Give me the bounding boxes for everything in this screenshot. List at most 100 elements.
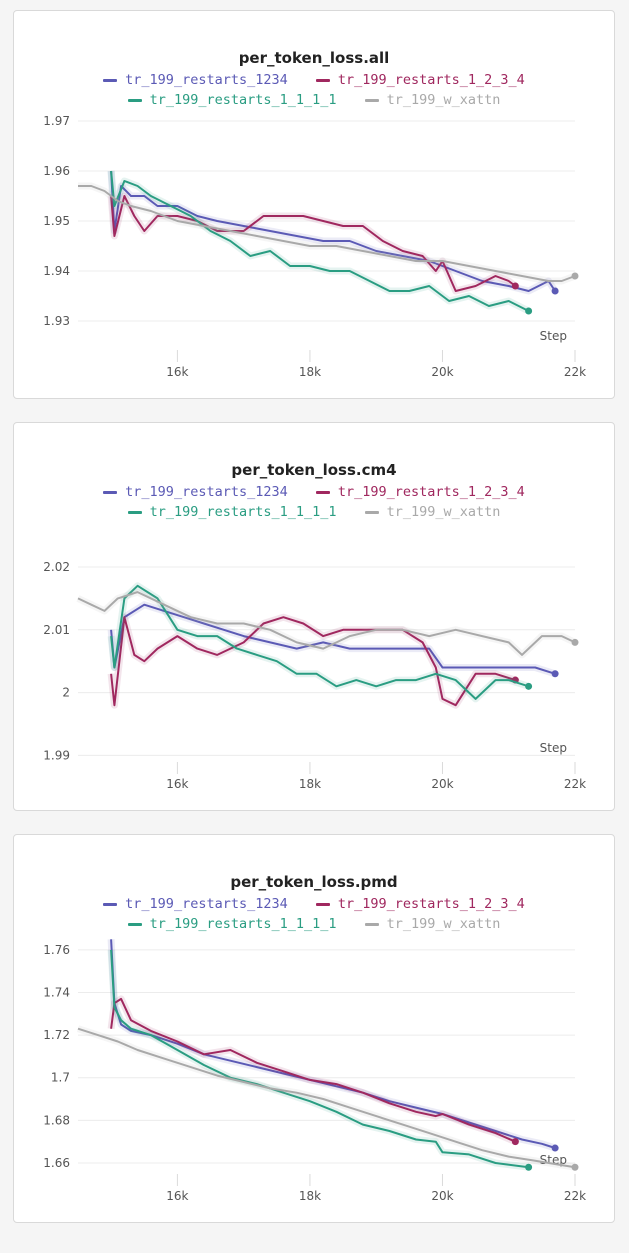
series-line bbox=[110, 997, 516, 1143]
series-end-point bbox=[525, 307, 533, 315]
y-tick-label: 1.72 bbox=[43, 1028, 70, 1042]
legend-label: tr_199_restarts_1_2_3_4 bbox=[337, 896, 525, 912]
legend-label: tr_199_w_xattn bbox=[386, 916, 501, 932]
legend-item-restarts-1234[interactable]: tr_199_restarts_1234 bbox=[103, 484, 288, 500]
x-tick-label: 22k bbox=[564, 1189, 586, 1203]
legend-swatch bbox=[103, 78, 118, 82]
chart-title: per_token_loss.all bbox=[238, 49, 390, 67]
series-end-point bbox=[571, 272, 579, 280]
y-tick-label: 1.95 bbox=[43, 214, 70, 228]
legend-swatch bbox=[127, 922, 142, 926]
x-tick-label: 18k bbox=[299, 1189, 321, 1203]
legend-item-w-xattn[interactable]: tr_199_w_xattn bbox=[364, 92, 501, 108]
series-line bbox=[110, 170, 530, 312]
series-end-point bbox=[525, 1163, 533, 1171]
x-axis-label: Step bbox=[540, 329, 567, 343]
legend-swatch bbox=[103, 902, 118, 906]
x-tick-label: 16k bbox=[166, 1189, 188, 1203]
series-line bbox=[77, 1027, 576, 1169]
legend-label: tr_199_restarts_1_2_3_4 bbox=[337, 484, 525, 500]
legend-label: tr_199_w_xattn bbox=[386, 92, 501, 108]
legend-label: tr_199_restarts_1_1_1_1 bbox=[149, 504, 337, 520]
y-tick-label: 1.66 bbox=[43, 1156, 70, 1170]
legend-item-w-xattn[interactable]: tr_199_w_xattn bbox=[364, 916, 501, 932]
chart-svg-all: 1.93 1.94 1.95 1.96 1.97 16k 18k 20k 22k Step bbox=[43, 114, 586, 379]
legend-row-1: tr_199_restarts_1234 tr_199_restarts_1_2… bbox=[14, 484, 614, 500]
legend-item-restarts-1-2-3-4[interactable]: tr_199_restarts_1_2_3_4 bbox=[315, 896, 525, 912]
x-tick-label: 22k bbox=[564, 777, 586, 791]
series-end-point bbox=[571, 638, 579, 646]
legend-item-restarts-1-1-1-1[interactable]: tr_199_restarts_1_1_1_1 bbox=[127, 504, 337, 520]
y-tick-label: 1.96 bbox=[43, 164, 70, 178]
y-tick-label: 1.68 bbox=[43, 1113, 70, 1127]
legend-label: tr_199_restarts_1234 bbox=[125, 896, 288, 912]
x-tick-label: 16k bbox=[166, 365, 188, 379]
series-raw-band bbox=[76, 1025, 576, 1171]
y-tick-label: 1.94 bbox=[43, 264, 70, 278]
legend-row-2: tr_199_restarts_1_1_1_1 tr_199_w_xattn bbox=[14, 92, 614, 108]
legend-swatch bbox=[364, 98, 379, 102]
series-end-point bbox=[551, 1144, 559, 1152]
legend-label: tr_199_restarts_1_1_1_1 bbox=[149, 916, 337, 932]
legend-item-restarts-1-1-1-1[interactable]: tr_199_restarts_1_1_1_1 bbox=[127, 92, 337, 108]
legend-swatch bbox=[364, 922, 379, 926]
x-axis-label: Step bbox=[540, 741, 567, 755]
series-line bbox=[110, 616, 516, 707]
legend-swatch bbox=[364, 510, 379, 514]
chart-panel-cm4: 1.99 2 2.01 2.02 16k 18k 20k 22k Step per_token_… bbox=[13, 422, 615, 811]
x-tick-label: 18k bbox=[299, 777, 321, 791]
series-end-point bbox=[551, 287, 559, 295]
y-tick-label: 1.76 bbox=[43, 943, 70, 957]
legend-label: tr_199_restarts_1_1_1_1 bbox=[149, 92, 337, 108]
legend-label: tr_199_restarts_1234 bbox=[125, 72, 288, 88]
series-line bbox=[110, 584, 529, 700]
series-line bbox=[78, 185, 576, 282]
legend-item-restarts-1234[interactable]: tr_199_restarts_1234 bbox=[103, 72, 288, 88]
legend-row-1: tr_199_restarts_1234 tr_199_restarts_1_2… bbox=[14, 896, 614, 912]
y-tick-label: 1.7 bbox=[51, 1071, 70, 1085]
series-end-point bbox=[571, 1163, 579, 1171]
series-line bbox=[110, 949, 529, 1169]
y-tick-label: 2.01 bbox=[43, 623, 70, 637]
legend-item-restarts-1-2-3-4[interactable]: tr_199_restarts_1_2_3_4 bbox=[315, 484, 525, 500]
legend-item-restarts-1234[interactable]: tr_199_restarts_1234 bbox=[103, 896, 288, 912]
legend-swatch bbox=[103, 490, 118, 494]
chart-panel-pmd: 1.66 1.68 1.7 1.72 1.74 1.76 16k 18k 20k 22k Step … bbox=[13, 834, 615, 1223]
y-tick-label: 2 bbox=[62, 686, 70, 700]
legend-swatch bbox=[127, 510, 142, 514]
series-line bbox=[110, 195, 516, 292]
x-tick-label: 20k bbox=[431, 365, 453, 379]
y-tick-label: 1.97 bbox=[43, 114, 70, 128]
legend-item-restarts-1-2-3-4[interactable]: tr_199_restarts_1_2_3_4 bbox=[315, 72, 525, 88]
series-raw-band bbox=[76, 588, 577, 659]
chart-title: per_token_loss.pmd bbox=[230, 873, 398, 891]
y-tick-label: 1.99 bbox=[43, 748, 70, 762]
series-line bbox=[110, 170, 556, 292]
legend-row-2: tr_199_restarts_1_1_1_1 tr_199_w_xattn bbox=[14, 504, 614, 520]
x-tick-label: 16k bbox=[166, 777, 188, 791]
chart-panel-all: 1.93 1.94 1.95 1.96 1.97 16k 18k 20k 22k Step per… bbox=[13, 10, 615, 399]
legend-swatch bbox=[315, 490, 330, 494]
series-end-point bbox=[551, 670, 559, 678]
y-tick-label: 1.93 bbox=[43, 314, 70, 328]
legend-row-1: tr_199_restarts_1234 tr_199_restarts_1_2… bbox=[14, 72, 614, 88]
y-tick-label: 2.02 bbox=[43, 560, 70, 574]
chart-title: per_token_loss.cm4 bbox=[231, 461, 397, 479]
legend-item-restarts-1-1-1-1[interactable]: tr_199_restarts_1_1_1_1 bbox=[127, 916, 337, 932]
legend-item-w-xattn[interactable]: tr_199_w_xattn bbox=[364, 504, 501, 520]
legend-label: tr_199_restarts_1234 bbox=[125, 484, 288, 500]
legend-label: tr_199_w_xattn bbox=[386, 504, 501, 520]
legend-row-2: tr_199_restarts_1_1_1_1 tr_199_w_xattn bbox=[14, 916, 614, 932]
y-tick-label: 1.74 bbox=[43, 986, 70, 1000]
legend-swatch bbox=[127, 98, 142, 102]
x-tick-label: 22k bbox=[564, 365, 586, 379]
series-end-point bbox=[511, 282, 519, 290]
legend-swatch bbox=[315, 78, 330, 82]
series-end-point bbox=[525, 682, 533, 690]
legend-swatch bbox=[315, 902, 330, 906]
series-end-point bbox=[511, 1138, 519, 1146]
x-tick-label: 18k bbox=[299, 365, 321, 379]
series-line bbox=[77, 591, 576, 656]
chart-svg-cm4: 1.99 2 2.01 2.02 16k 18k 20k 22k Step bbox=[43, 560, 586, 791]
